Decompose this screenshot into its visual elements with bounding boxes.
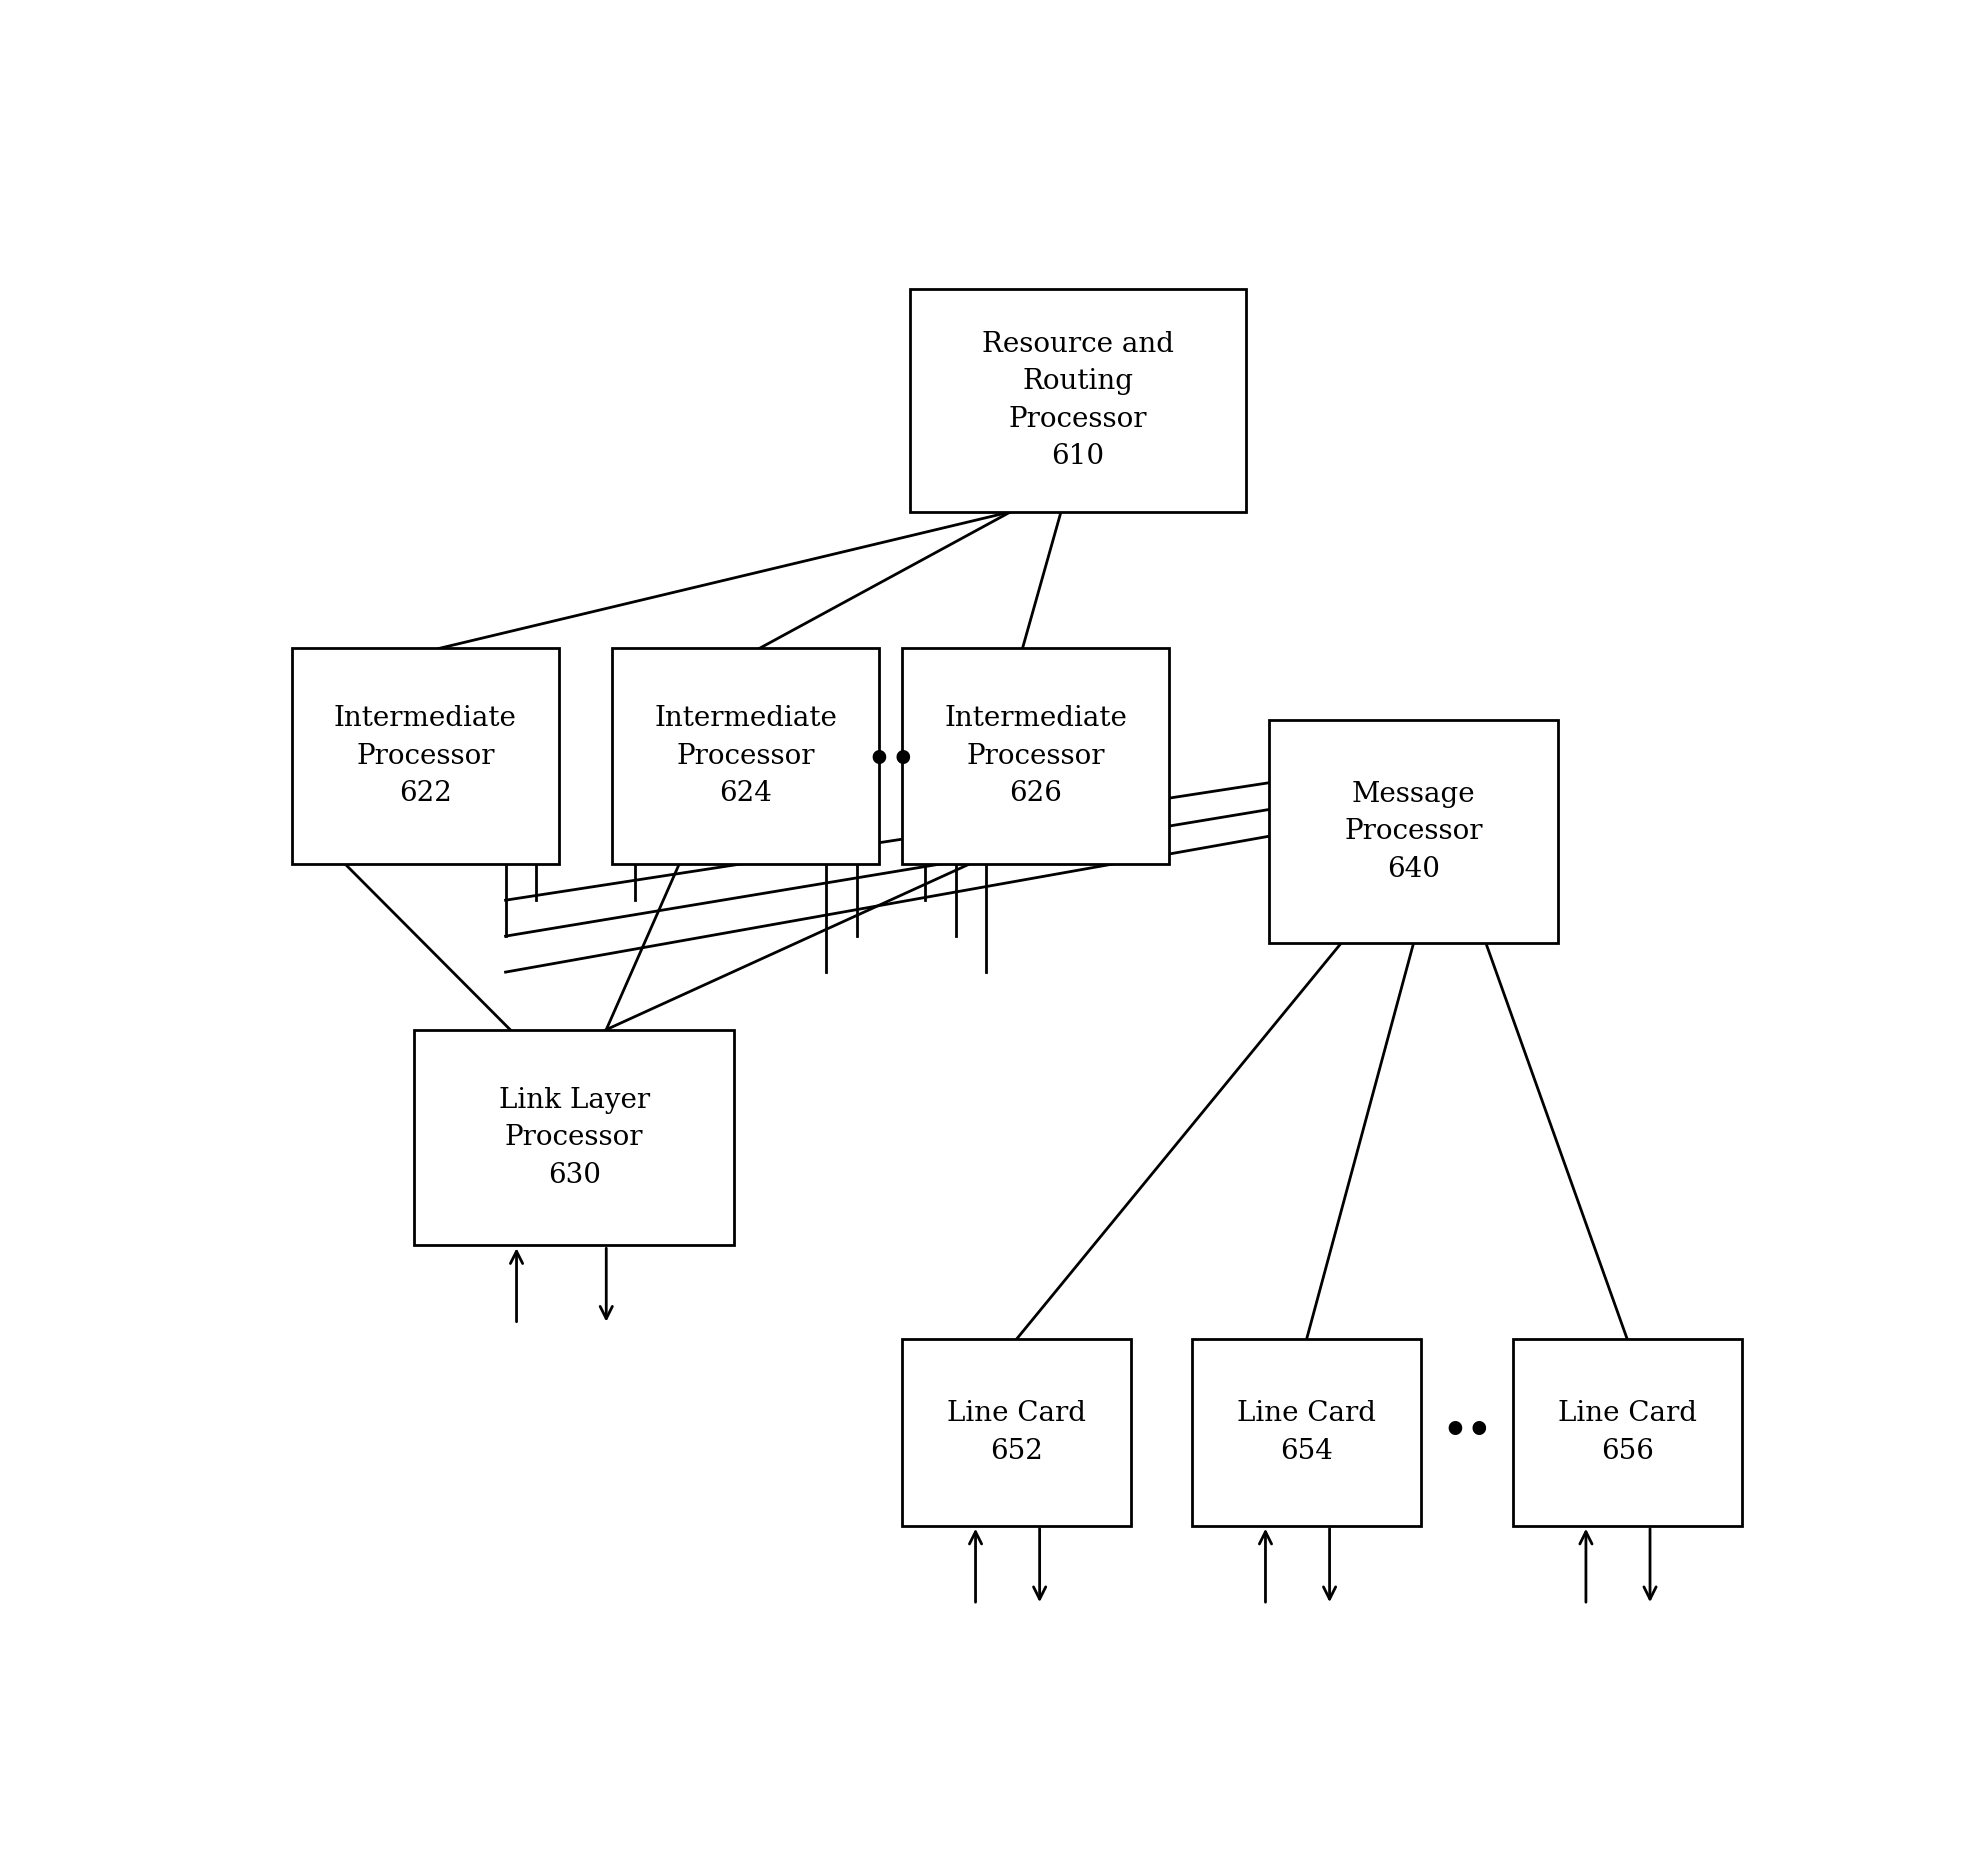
FancyBboxPatch shape [1268, 721, 1559, 943]
Text: Line Card
654: Line Card 654 [1237, 1401, 1376, 1465]
Text: Line Card
656: Line Card 656 [1557, 1401, 1697, 1465]
FancyBboxPatch shape [612, 648, 880, 865]
FancyBboxPatch shape [1512, 1339, 1741, 1526]
FancyBboxPatch shape [291, 648, 559, 865]
Text: Line Card
652: Line Card 652 [947, 1401, 1087, 1465]
Text: ••: •• [1441, 1414, 1493, 1451]
Text: ••: •• [866, 742, 916, 779]
Text: Message
Processor
640: Message Processor 640 [1345, 781, 1483, 884]
Text: Intermediate
Processor
624: Intermediate Processor 624 [654, 706, 837, 807]
FancyBboxPatch shape [902, 648, 1170, 865]
FancyBboxPatch shape [902, 1339, 1130, 1526]
FancyBboxPatch shape [910, 290, 1246, 512]
Text: Resource and
Routing
Processor
610: Resource and Routing Processor 610 [983, 331, 1174, 471]
FancyBboxPatch shape [1193, 1339, 1422, 1526]
Text: Intermediate
Processor
622: Intermediate Processor 622 [335, 706, 518, 807]
Text: Link Layer
Processor
630: Link Layer Processor 630 [498, 1087, 650, 1188]
FancyBboxPatch shape [413, 1029, 734, 1246]
Text: Intermediate
Processor
626: Intermediate Processor 626 [945, 706, 1128, 807]
